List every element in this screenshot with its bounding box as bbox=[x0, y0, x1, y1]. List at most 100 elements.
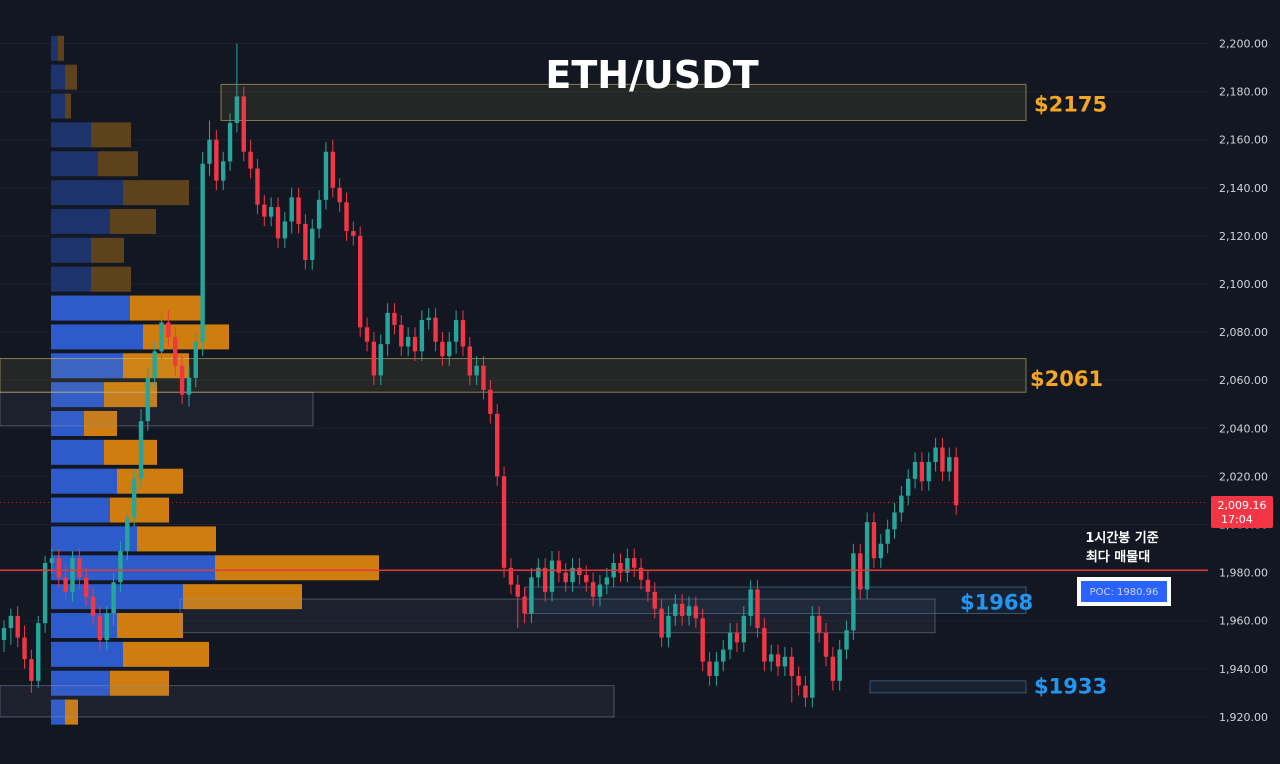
candle-body bbox=[632, 558, 637, 568]
candle-body bbox=[501, 476, 507, 568]
candle-body bbox=[775, 654, 781, 667]
candle-body bbox=[296, 197, 301, 224]
candle-body bbox=[392, 312, 397, 325]
candle-body bbox=[686, 606, 692, 616]
level-box bbox=[220, 83, 1027, 121]
candle-body bbox=[858, 553, 863, 590]
volume-bar-sell bbox=[143, 324, 229, 350]
candle-body bbox=[179, 365, 185, 395]
candle-body bbox=[542, 567, 548, 592]
candle-body bbox=[426, 317, 431, 321]
candle-body bbox=[625, 558, 630, 573]
poc-badge: POC: 1980.96 bbox=[1077, 577, 1171, 606]
candle-body bbox=[830, 656, 836, 681]
candle-body bbox=[488, 389, 493, 414]
volume-bar-sell bbox=[65, 93, 71, 119]
candle-body bbox=[515, 584, 520, 597]
candle-body bbox=[186, 377, 192, 395]
price-tick-label: 2,020.00 bbox=[1219, 470, 1268, 483]
candle-body bbox=[173, 336, 178, 366]
candle-body bbox=[570, 567, 575, 583]
candle-body bbox=[707, 661, 712, 677]
zone-box bbox=[179, 598, 936, 634]
candle-body bbox=[84, 577, 89, 597]
candle-body bbox=[118, 550, 123, 583]
candle-body bbox=[467, 346, 472, 376]
price-tick-label: 1,940.00 bbox=[1219, 663, 1268, 676]
volume-bar-sell bbox=[137, 526, 216, 552]
candle-body bbox=[316, 199, 322, 229]
price-tick-label: 2,040.00 bbox=[1219, 422, 1268, 435]
candle-body bbox=[885, 529, 890, 544]
candle-body bbox=[90, 596, 96, 616]
candle-body bbox=[282, 221, 288, 239]
volume-bar-sell bbox=[104, 439, 157, 465]
candle-body bbox=[289, 197, 294, 222]
annotation-line-2: 최다 매물대 bbox=[1086, 549, 1150, 565]
candle-body bbox=[193, 341, 198, 378]
candle-body bbox=[604, 577, 609, 585]
candle-body bbox=[782, 656, 788, 667]
volume-bar-sell bbox=[98, 151, 138, 177]
candle-body bbox=[769, 654, 774, 662]
volume-bar-sell bbox=[65, 699, 78, 725]
candle-body bbox=[700, 618, 705, 662]
candle-body bbox=[227, 122, 233, 162]
volume-bar-sell bbox=[117, 468, 183, 494]
candle-body bbox=[755, 589, 760, 628]
level-box bbox=[869, 680, 1027, 694]
candle-body bbox=[659, 608, 664, 638]
candle-body bbox=[563, 572, 568, 583]
candle-body bbox=[337, 187, 342, 203]
candle-body bbox=[234, 96, 240, 123]
candle-body bbox=[440, 341, 445, 357]
volume-bar-buy bbox=[51, 439, 104, 465]
candle-body bbox=[378, 344, 383, 376]
candle-body bbox=[303, 223, 308, 260]
last-price-value: 2,009.16 bbox=[1218, 499, 1267, 512]
candle-body bbox=[495, 413, 500, 477]
candle-body bbox=[77, 558, 82, 578]
volume-bar-buy bbox=[51, 35, 58, 61]
candle-body bbox=[262, 204, 267, 217]
candle-body bbox=[344, 202, 349, 232]
candle-body bbox=[556, 560, 562, 573]
candle-body bbox=[618, 562, 623, 573]
candle-body bbox=[933, 447, 938, 462]
price-tick-label: 2,180.00 bbox=[1219, 86, 1268, 99]
candle-body bbox=[412, 336, 418, 352]
candle-body bbox=[953, 457, 959, 506]
candle-body bbox=[536, 567, 541, 578]
price-axis[interactable]: 2,200.00 2,180.00 2,160.00 2,140.00 2,120.00… bbox=[1219, 38, 1268, 724]
candle-body bbox=[474, 365, 479, 376]
price-tick-label: 2,160.00 bbox=[1219, 134, 1268, 147]
volume-bar-sell bbox=[110, 208, 156, 234]
candle-body bbox=[207, 139, 212, 164]
candle-body bbox=[878, 543, 883, 559]
candle-body bbox=[111, 582, 116, 614]
volume-bar-buy bbox=[51, 526, 137, 552]
volume-bar-buy bbox=[51, 497, 110, 523]
level-label: $2175 bbox=[1034, 93, 1107, 117]
candle-body bbox=[912, 461, 918, 479]
price-tick-label: 1,980.00 bbox=[1219, 567, 1268, 580]
volume-bar-sell bbox=[91, 122, 131, 148]
volume-bar-buy bbox=[51, 237, 91, 263]
candle-body bbox=[29, 659, 34, 681]
candle-body bbox=[947, 457, 952, 472]
price-tick-label: 2,080.00 bbox=[1219, 326, 1268, 339]
candle-body bbox=[673, 603, 678, 616]
volume-bar-buy bbox=[51, 641, 123, 667]
candle-body bbox=[358, 235, 363, 328]
candle-body bbox=[940, 447, 945, 472]
candle-body bbox=[741, 615, 746, 643]
last-price-countdown: 17:04 bbox=[1221, 513, 1253, 526]
candle-body bbox=[597, 584, 603, 597]
candle-body bbox=[1, 627, 7, 640]
poc-label: POC: 1980.96 bbox=[1090, 587, 1159, 598]
candle-body bbox=[899, 495, 904, 513]
candle-body bbox=[727, 632, 733, 650]
candle-body bbox=[447, 341, 452, 357]
candle-body bbox=[638, 567, 644, 580]
